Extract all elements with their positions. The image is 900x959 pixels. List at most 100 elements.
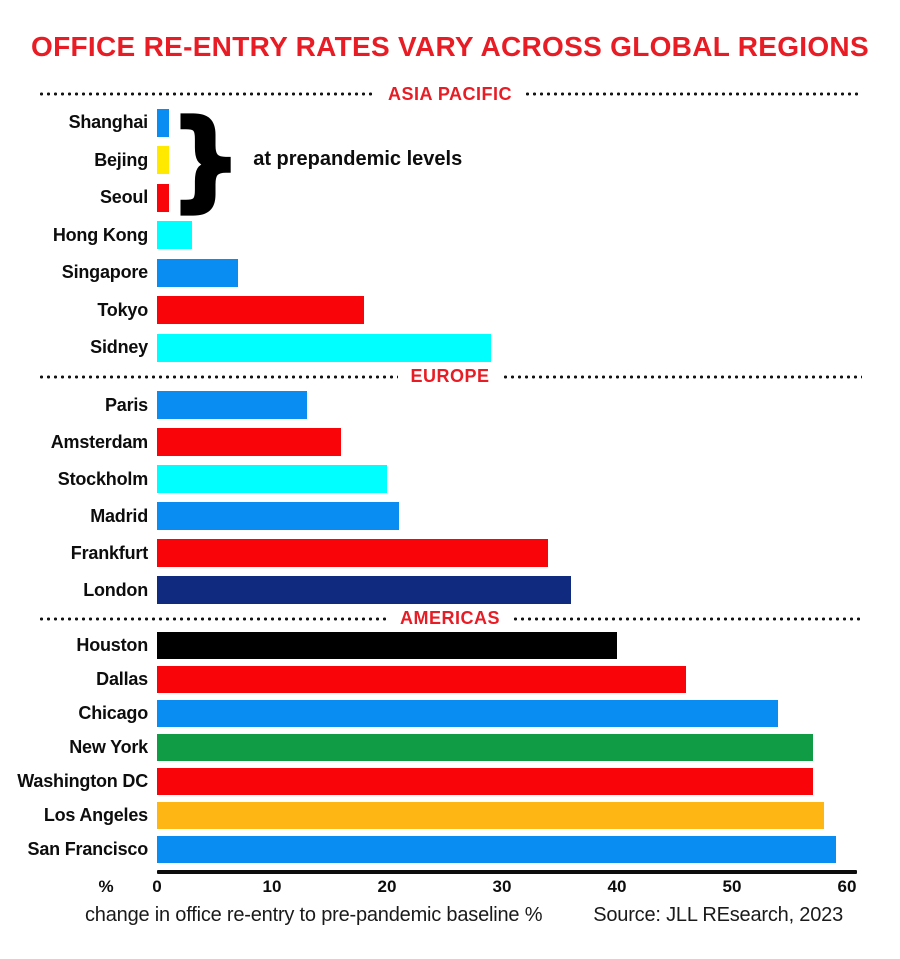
bar-stockholm	[157, 465, 387, 493]
bar-chart: ASIA PACIFIC Shanghai Bejing Seoul Hong Kong…	[0, 84, 900, 867]
bar-paris	[157, 391, 307, 419]
tick-0: 0	[152, 876, 162, 896]
dotted-line	[501, 374, 862, 379]
source-credit: Source: JLL REsearch, 2023	[593, 903, 843, 926]
bar-track	[157, 768, 847, 795]
dotted-line	[38, 374, 399, 379]
section-rows-americas: Houston Dallas Chicago New York Washington D…	[0, 629, 900, 867]
bar-frankfurt	[157, 539, 548, 567]
row-hong-kong: Hong Kong	[0, 217, 900, 255]
bar-track	[157, 700, 847, 727]
x-axis-ticks: % 0 10 20 30 40 50 60	[0, 877, 900, 899]
row-frankfurt: Frankfurt	[0, 535, 900, 572]
city-label: Bejing	[94, 149, 148, 170]
bar-chicago	[157, 700, 778, 727]
row-amsterdam: Amsterdam	[0, 424, 900, 461]
tick-30: 30	[492, 876, 512, 896]
bar-hong-kong	[157, 221, 192, 250]
city-label: Seoul	[99, 187, 148, 208]
axis-unit-label: %	[98, 876, 114, 896]
section-rows-europe: Paris Amsterdam Stockholm Madrid Frankfurt Lo…	[0, 387, 900, 609]
tick-10: 10	[262, 876, 282, 896]
bar-track	[157, 146, 847, 175]
city-label: Washington DC	[17, 771, 148, 791]
tick-50: 50	[722, 876, 742, 896]
bar-track	[157, 502, 847, 530]
bar-seoul	[157, 183, 169, 212]
bar-track	[157, 734, 847, 761]
row-washington-dc: Washington DC	[0, 765, 900, 799]
city-label: London	[83, 579, 148, 600]
bar-sidney	[157, 333, 491, 362]
row-seoul: Seoul	[0, 179, 900, 217]
row-dallas: Dallas	[0, 663, 900, 697]
row-singapore: Singapore	[0, 254, 900, 292]
row-tokyo: Tokyo	[0, 292, 900, 330]
city-label: Los Angeles	[43, 805, 148, 825]
bar-london	[157, 576, 571, 604]
bar-track	[157, 836, 847, 863]
x-axis-line	[157, 869, 857, 874]
bar-track	[157, 428, 847, 456]
bar-bejing	[157, 146, 169, 175]
city-label: Sidney	[90, 337, 148, 358]
city-label: Dallas	[96, 669, 148, 689]
bar-singapore	[157, 258, 238, 287]
city-label: Chicago	[78, 703, 148, 723]
city-label: Hong Kong	[52, 224, 148, 245]
bar-washington-dc	[157, 768, 813, 795]
section-rows-asia-pacific: Shanghai Bejing Seoul Hong Kong Singapore Tok…	[0, 104, 900, 367]
bar-dallas	[157, 666, 686, 693]
row-stockholm: Stockholm	[0, 461, 900, 498]
bar-track	[157, 632, 847, 659]
row-paris: Paris	[0, 387, 900, 424]
bar-track	[157, 108, 847, 137]
footer: change in office re-entry to pre-pandemi…	[0, 899, 900, 927]
bar-new-york	[157, 734, 813, 761]
bar-san-francisco	[157, 836, 836, 863]
row-london: London	[0, 572, 900, 609]
city-label: Singapore	[61, 262, 148, 283]
city-label: Stockholm	[57, 468, 148, 489]
bar-shanghai	[157, 108, 169, 137]
dotted-line	[38, 92, 376, 96]
section-header-europe: EUROPE	[38, 366, 862, 387]
axis-caption: change in office re-entry to pre-pandemi…	[85, 903, 543, 926]
bar-tokyo	[157, 296, 364, 325]
dotted-line	[38, 616, 388, 621]
bar-track	[157, 333, 847, 362]
section-header-asia-pacific: ASIA PACIFIC	[38, 83, 863, 104]
city-label: Tokyo	[97, 299, 148, 320]
row-houston: Houston	[0, 629, 900, 663]
bar-track	[157, 666, 847, 693]
city-label: Houston	[76, 635, 148, 655]
page-title: OFFICE RE-ENTRY RATES VARY ACROSS GLOBAL…	[31, 31, 869, 62]
bar-track	[157, 391, 847, 419]
city-label: Paris	[104, 394, 148, 415]
section-label: AMERICAS	[400, 608, 501, 628]
row-bejing: Bejing	[0, 142, 900, 180]
city-label: San Francisco	[27, 839, 149, 859]
city-label: Madrid	[90, 505, 148, 526]
bar-track	[157, 221, 847, 250]
section-label: EUROPE	[410, 366, 490, 386]
bar-track	[157, 183, 847, 212]
row-chicago: Chicago	[0, 697, 900, 731]
section-header-americas: AMERICAS	[38, 608, 863, 629]
bar-track	[157, 465, 847, 493]
city-label: Frankfurt	[70, 542, 148, 563]
city-label: New York	[69, 737, 148, 757]
row-shanghai: Shanghai	[0, 104, 900, 142]
row-los-angeles: Los Angeles	[0, 799, 900, 833]
city-label: Amsterdam	[50, 431, 148, 452]
bar-madrid	[157, 502, 399, 530]
bar-houston	[157, 632, 617, 659]
bar-amsterdam	[157, 428, 341, 456]
section-label: ASIA PACIFIC	[388, 83, 513, 104]
bar-track	[157, 258, 847, 287]
dotted-line	[512, 616, 863, 621]
row-madrid: Madrid	[0, 498, 900, 535]
bar-track	[157, 576, 847, 604]
dotted-line	[524, 92, 863, 96]
bar-track	[157, 539, 847, 567]
